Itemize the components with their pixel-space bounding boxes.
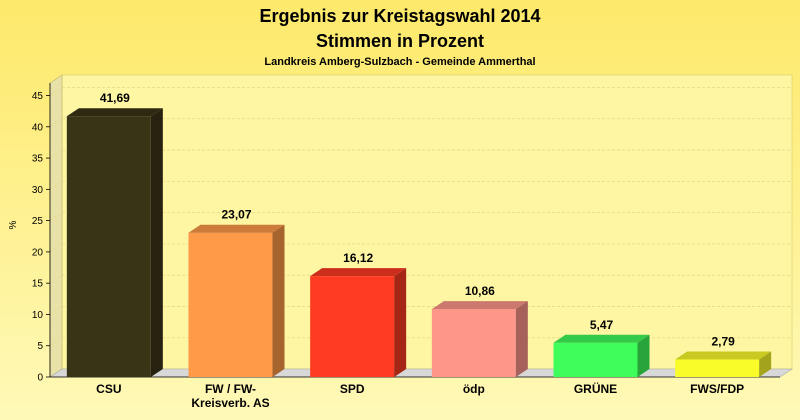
bar-top — [553, 334, 650, 343]
chart-subtitle-region: Landkreis Amberg-Sulzbach - Gemeinde Amm… — [264, 56, 535, 68]
y-tick-label: 25 — [32, 216, 44, 227]
y-tick-label: 20 — [32, 247, 44, 258]
data-label: 5,47 — [590, 318, 614, 332]
x-category-label: ödp — [463, 382, 485, 396]
gridline-side — [49, 181, 63, 190]
bar-top — [310, 268, 407, 277]
bar-side — [272, 224, 285, 377]
x-category-label: FW / FW- — [205, 382, 256, 396]
bar-side — [515, 301, 528, 377]
data-label: 23,07 — [221, 208, 251, 222]
data-label: 10,86 — [465, 284, 495, 298]
gridline-side — [49, 212, 63, 221]
chart-title: Ergebnis zur Kreistagswahl 2014 — [259, 6, 540, 26]
y-tick-label: 35 — [32, 154, 44, 165]
gridline-side — [49, 337, 63, 347]
gridline-side — [49, 87, 63, 96]
y-tick-label: 40 — [32, 122, 44, 133]
y-axis-label: % — [8, 220, 19, 229]
bar-side — [394, 268, 407, 377]
gridline-side — [49, 274, 63, 284]
y-tick-label: 30 — [32, 185, 44, 196]
data-label: 16,12 — [343, 251, 373, 265]
y-tick-label: 15 — [32, 279, 44, 290]
bar-top — [675, 351, 772, 360]
x-category-label: FWS/FDP — [690, 382, 744, 396]
x-category-label: CSU — [96, 382, 121, 396]
bar-top — [431, 301, 528, 310]
x-category-label: SPD — [340, 382, 365, 396]
bar — [310, 276, 395, 377]
data-label: 2,79 — [711, 335, 735, 349]
y-tick-label: 10 — [32, 310, 44, 321]
y-tick-label: 0 — [37, 373, 43, 384]
bar — [431, 309, 516, 377]
bar-side — [150, 108, 163, 377]
bar-side — [637, 334, 650, 377]
gridline-side — [49, 149, 63, 159]
chart-subtitle: Stimmen in Prozent — [316, 31, 484, 51]
bar — [66, 116, 151, 377]
bar — [675, 359, 760, 377]
bar-top — [188, 224, 285, 233]
bar-side — [759, 351, 772, 377]
bar-top — [66, 108, 163, 117]
back-wall — [61, 74, 793, 370]
x-category-label: Kreisverb. AS — [191, 396, 269, 410]
bar — [188, 232, 273, 377]
gridline-side — [49, 306, 63, 315]
data-label: 41,69 — [100, 91, 130, 105]
plot-area: 0 5 10 15 20 25 30 35 40 45 41,69 CSU 23,07 FW / FW-K… — [32, 74, 793, 410]
gridline-side — [49, 118, 63, 128]
x-category-label: GRÜNE — [574, 381, 617, 396]
gridline-side — [49, 243, 63, 253]
y-tick-label: 45 — [32, 91, 44, 102]
y-tick-label: 5 — [37, 341, 43, 352]
bar — [553, 342, 638, 377]
